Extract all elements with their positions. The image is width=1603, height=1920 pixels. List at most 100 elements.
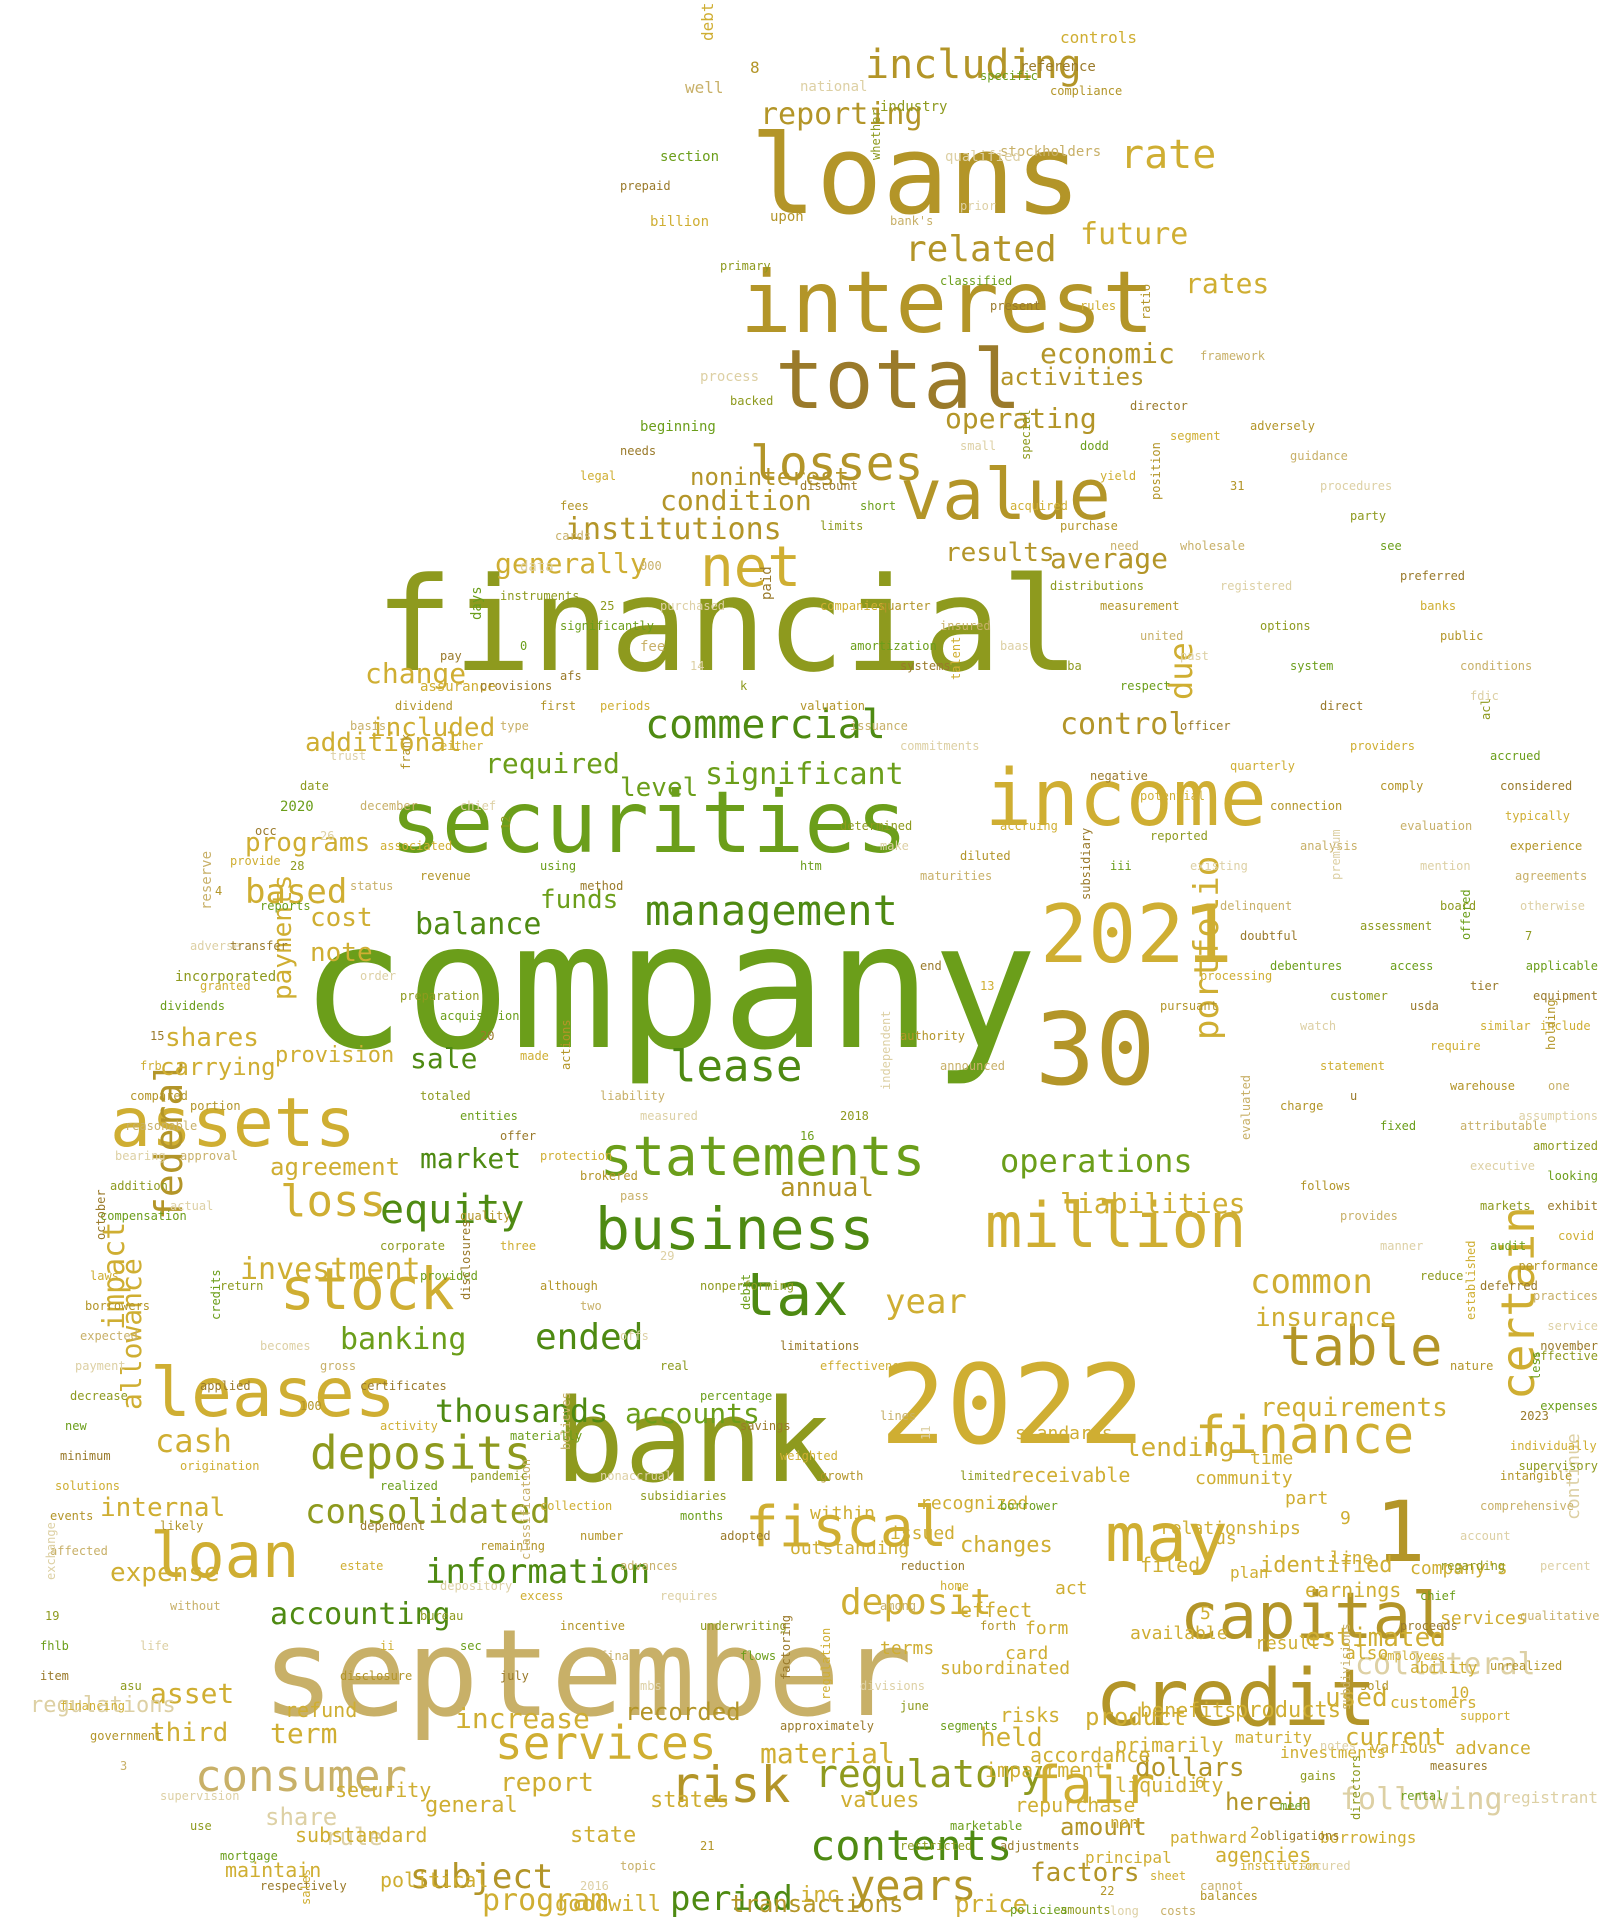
- word-national: national: [800, 79, 868, 95]
- word-subdivisions: subdivisions: [1339, 1623, 1353, 1710]
- word-reports: reports: [260, 899, 311, 913]
- word-expenses: expenses: [1540, 1399, 1598, 1413]
- word-approval: approval: [180, 1149, 238, 1163]
- word-years: years: [850, 1861, 977, 1910]
- word-customers: customers: [1390, 1693, 1477, 1712]
- word-losses: losses: [750, 436, 924, 492]
- word-respect: respect: [1120, 679, 1171, 693]
- word-accruing: accruing: [1000, 819, 1058, 833]
- word-unrealized: unrealized: [1490, 1659, 1563, 1673]
- word-related: related: [905, 229, 1057, 270]
- word-performance: performance: [1518, 1259, 1598, 1273]
- word-notes: notes: [1320, 1739, 1357, 1753]
- word-united: united: [1140, 629, 1184, 643]
- word-applied: applied: [200, 1379, 251, 1393]
- word-qualitative: qualitative: [1520, 1609, 1600, 1623]
- word-increase: increase: [455, 1702, 590, 1735]
- word-million: million: [985, 1189, 1247, 1262]
- word-provision: provision: [275, 1043, 395, 1068]
- word-three: three: [500, 1239, 537, 1253]
- word-warehouse: warehouse: [1450, 1079, 1516, 1093]
- word-quality: quality: [460, 1209, 511, 1223]
- word-cost: cost: [310, 903, 373, 933]
- word-20: 20: [480, 1029, 495, 1043]
- word-various: various: [1370, 1738, 1438, 1757]
- word-refund: refund: [285, 1698, 358, 1722]
- word-board: board: [1440, 899, 1477, 913]
- word-annual: annual: [780, 1173, 874, 1203]
- word-directors: directors: [1349, 1754, 1363, 1820]
- word-level: level: [620, 773, 699, 803]
- word-significantly: significantly: [560, 619, 654, 633]
- word-within: within: [810, 1503, 876, 1524]
- word-regulation: regulation: [819, 1627, 833, 1700]
- word-days: days: [469, 586, 485, 620]
- word-liabilities: liabilities: [1060, 1187, 1246, 1220]
- word-collateral: collateral: [1355, 1647, 1536, 1682]
- word-requires: requires: [660, 1589, 718, 1603]
- word-provides: provides: [1340, 1209, 1398, 1223]
- word-beginning: beginning: [640, 419, 716, 435]
- word-included: included: [370, 713, 496, 743]
- word-income: income: [985, 754, 1267, 844]
- word-card: card: [1005, 1643, 1049, 1664]
- word-borrower: borrower: [1000, 1499, 1058, 1513]
- word-statement: statement: [1320, 1059, 1386, 1073]
- word-2: 2: [1250, 1823, 1260, 1842]
- word-adjustments: adjustments: [1000, 1839, 1080, 1853]
- word-held: held: [980, 1723, 1043, 1753]
- word-gross: gross: [320, 1359, 357, 1373]
- word-lease: lease: [670, 1041, 803, 1092]
- word-comprehensive: comprehensive: [1480, 1499, 1574, 1513]
- word-standards: standards: [1015, 1423, 1113, 1444]
- word-assumptions: assumptions: [1518, 1109, 1598, 1123]
- word-systems: systems: [900, 659, 951, 673]
- word-future: future: [1080, 217, 1189, 252]
- word-management: management: [645, 886, 898, 935]
- word-divisions: divisions: [860, 1679, 926, 1693]
- word-regarding: regarding: [1440, 1559, 1506, 1573]
- word-usda: usda: [1410, 999, 1439, 1013]
- word-flows: flows: [740, 1649, 777, 1663]
- word-analysis: analysis: [1300, 839, 1358, 853]
- word-agreement: agreement: [270, 1153, 401, 1181]
- word-activities: activities: [1000, 363, 1145, 391]
- word-sale: sale: [410, 1042, 478, 1075]
- word-individually: individually: [1510, 1439, 1597, 1453]
- word-use: use: [190, 1819, 212, 1833]
- word-cannot: cannot: [1200, 1879, 1244, 1893]
- word-4: 4: [215, 884, 223, 898]
- word-life: life: [140, 1639, 169, 1653]
- word-following: following: [1340, 1782, 1503, 1817]
- word-stockholders: stockholders: [1000, 144, 1102, 160]
- word-material: material: [760, 1737, 895, 1770]
- word-companies: companies: [820, 599, 886, 613]
- word-funds: funds: [540, 885, 619, 915]
- word-banking: banking: [340, 1322, 467, 1357]
- word-adopted: adopted: [720, 1529, 771, 1543]
- word-evaluation: evaluation: [1400, 819, 1473, 833]
- word-benefits: benefits: [1140, 1698, 1237, 1722]
- word-diluted: diluted: [960, 849, 1011, 863]
- word-ii: ii: [380, 1639, 395, 1653]
- word-measurement: measurement: [1100, 599, 1180, 613]
- word-periods: periods: [600, 699, 651, 713]
- word-excess: excess: [520, 1589, 564, 1603]
- word-needs: needs: [620, 444, 657, 458]
- word-sec: sec: [460, 1639, 482, 1653]
- word-loan: loan: [150, 1519, 300, 1592]
- word-debt: debt: [698, 2, 717, 41]
- word-looking: looking: [1547, 1169, 1598, 1183]
- word-values: values: [840, 1788, 920, 1813]
- word-services: services: [495, 1716, 717, 1770]
- word-nonperforming: nonperforming: [700, 1279, 794, 1293]
- word-otherwise: otherwise: [1520, 899, 1586, 913]
- word-preferred: preferred: [1400, 569, 1466, 583]
- word-covid: covid: [1558, 1229, 1595, 1243]
- word-asset: asset: [150, 1677, 235, 1710]
- word-applicable: applicable: [1525, 959, 1598, 973]
- word-8: 8: [750, 58, 760, 77]
- word-process: process: [700, 369, 760, 385]
- word-fhlb: fhlb: [40, 1639, 69, 1653]
- word-balances: balances: [1200, 1889, 1258, 1903]
